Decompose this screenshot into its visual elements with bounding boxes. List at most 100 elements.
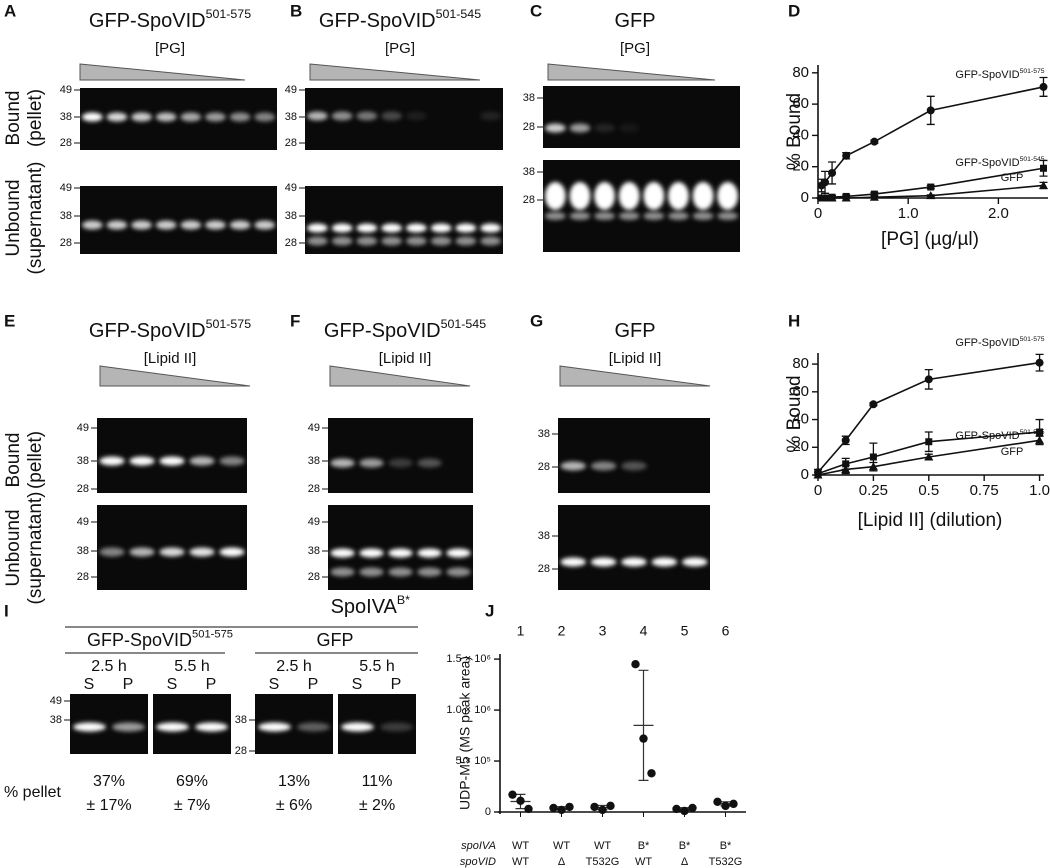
category-label: 6	[722, 623, 730, 639]
superscript: 501-545	[1020, 429, 1045, 436]
series-label: GFP	[1001, 172, 1024, 184]
superscript: 501-575	[206, 7, 252, 21]
gradient-triangle	[99, 365, 251, 387]
gel-band	[594, 212, 615, 220]
gel-band	[331, 223, 353, 233]
dot	[524, 804, 533, 814]
gel-band	[569, 182, 591, 210]
panel-letter: B	[290, 1, 302, 20]
gel	[80, 186, 277, 254]
text-part: GFP-SpoVID	[955, 337, 1019, 349]
y-tick-label: 60	[792, 95, 809, 112]
gel-band	[99, 456, 125, 466]
ladder-label: 28	[308, 483, 320, 495]
row-label: (supernatant)	[25, 491, 46, 604]
row-label: (pellet)	[25, 89, 46, 147]
x-axis-label: [Lipid II] (dilution)	[858, 510, 1003, 531]
error-bar	[638, 669, 649, 781]
lane-label: S	[84, 676, 95, 693]
text-part: GFP-SpoVID	[955, 69, 1019, 81]
gel-band	[618, 212, 640, 220]
marker	[827, 193, 837, 202]
marker	[869, 453, 877, 461]
y-tick-label: 1.0 × 10⁶	[446, 704, 491, 716]
marker	[925, 438, 933, 446]
ladder-label: 38	[77, 545, 89, 557]
gel-band	[594, 123, 615, 133]
y-tick-label: 0	[801, 466, 809, 483]
lane-label: S	[269, 676, 280, 693]
ladder-label: 38	[308, 455, 320, 467]
ladder-label: 28	[538, 563, 550, 575]
category-label: 2	[558, 623, 566, 639]
marker	[1039, 82, 1048, 91]
text-part: GFP-SpoVID	[319, 10, 436, 32]
gel-band	[180, 220, 202, 230]
ladder-label: 28	[285, 137, 297, 149]
gel-band	[106, 112, 128, 122]
genotype: WT	[635, 856, 652, 868]
gel-band	[359, 567, 384, 577]
marker	[820, 193, 830, 202]
ladder-label: 38	[235, 714, 247, 726]
gel-condition: [Lipid II]	[144, 350, 197, 367]
dot	[647, 769, 656, 778]
ladder-label: 49	[60, 182, 72, 194]
time-label: 2.5 h	[276, 658, 312, 675]
ladder-label: 38	[285, 210, 297, 222]
gel-band	[618, 182, 640, 210]
group-title: GFP-SpoVID501-575	[87, 629, 233, 650]
lane-label: S	[352, 676, 363, 693]
gel-band	[590, 557, 617, 567]
gel-band	[180, 112, 202, 122]
y-tick-label: 5 × 10⁵	[456, 755, 491, 767]
genotype: WT	[512, 840, 529, 852]
gel-band	[112, 722, 145, 732]
panel-letter: C	[530, 1, 542, 20]
dot	[557, 805, 566, 815]
marker	[841, 193, 851, 202]
gel-band	[717, 212, 739, 220]
series-line	[820, 86, 1044, 187]
dot	[729, 799, 738, 809]
gel-band	[569, 212, 591, 220]
gradient-triangle	[329, 365, 471, 387]
gel-band	[621, 557, 647, 567]
row-label: (pellet)	[25, 431, 46, 489]
gel-band	[131, 220, 152, 230]
ladder-label: 28	[523, 121, 535, 133]
gel-band	[189, 456, 215, 466]
marker	[1035, 358, 1044, 367]
gel-band	[643, 182, 665, 210]
category-label: 5	[681, 623, 689, 639]
genotype: Δ	[681, 856, 689, 868]
gel-band	[330, 548, 355, 558]
gel	[558, 418, 710, 493]
gel-band	[156, 722, 189, 732]
ladder-label: 49	[308, 516, 320, 528]
superscript: 501-575	[1020, 68, 1045, 75]
gel-band	[590, 461, 617, 471]
ladder-label: 38	[538, 530, 550, 542]
category-label: 3	[599, 623, 607, 639]
ladder-label: 38	[523, 92, 535, 104]
gel-band	[356, 111, 378, 121]
gel-condition: [Lipid II]	[379, 350, 432, 367]
ladder-label: 28	[538, 461, 550, 473]
row-label: % pellet	[4, 784, 61, 801]
gel-title: GFP	[614, 10, 655, 32]
gel-band	[254, 112, 276, 122]
pellet-value: 37%	[93, 773, 125, 790]
y-tick-label: 40	[792, 411, 809, 428]
pellet-error: ± 7%	[174, 797, 210, 814]
text-part: GFP-SpoVID	[955, 157, 1019, 169]
ladder-label: 28	[308, 571, 320, 583]
gel-band	[544, 212, 566, 220]
dot	[680, 806, 689, 816]
y-tick-label: 80	[792, 355, 809, 372]
panel-letter: J	[485, 601, 494, 620]
x-tick-label: 0.5	[918, 482, 939, 499]
gel-band	[682, 557, 708, 567]
gel-band	[544, 182, 566, 210]
